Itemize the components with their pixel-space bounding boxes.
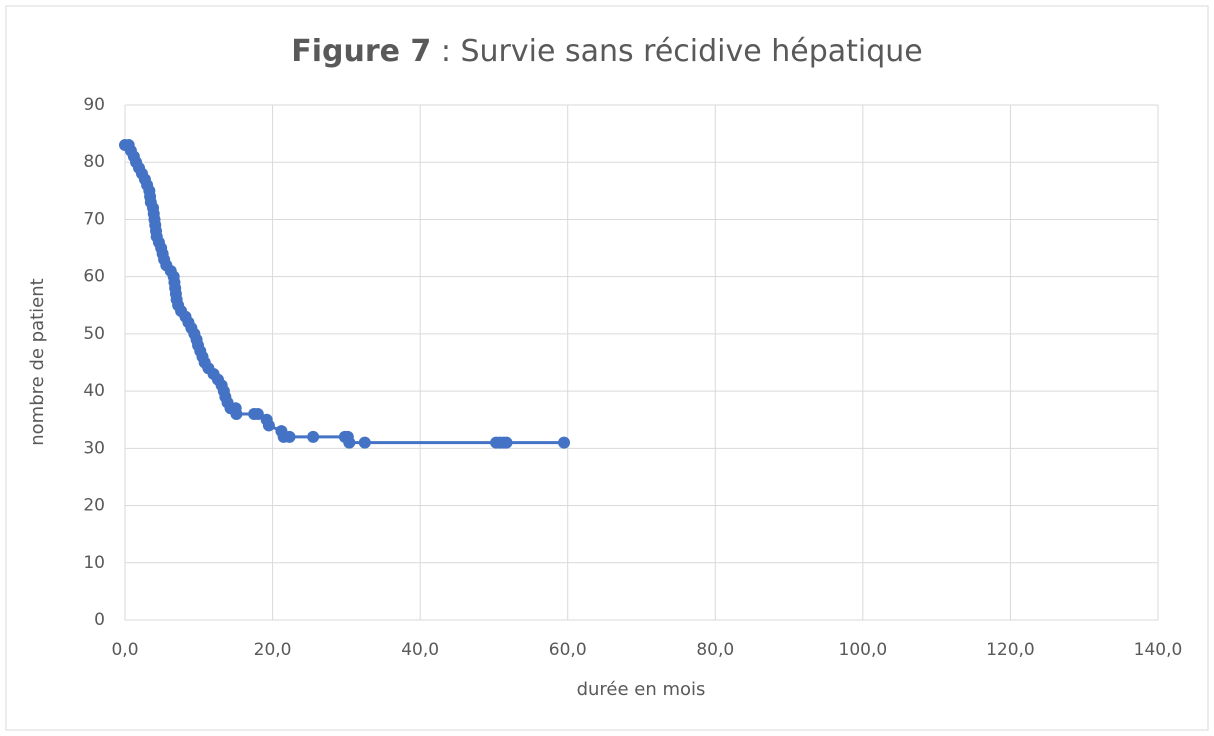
- x-tick-label: 0,0: [111, 640, 138, 660]
- x-tick-label: 140,0: [1134, 640, 1183, 660]
- data-point: [358, 436, 371, 449]
- y-tick-label: 10: [83, 553, 105, 573]
- data-point: [283, 430, 296, 443]
- x-tick-label: 40,0: [401, 640, 439, 660]
- y-tick-label: 80: [83, 152, 105, 172]
- x-tick-label: 20,0: [254, 640, 292, 660]
- y-tick-label: 30: [83, 438, 105, 458]
- data-point: [500, 436, 513, 449]
- y-tick-label: 0: [94, 610, 105, 630]
- y-tick-label: 90: [83, 95, 105, 115]
- x-tick-label: 80,0: [696, 640, 734, 660]
- y-tick-label: 60: [83, 267, 105, 287]
- y-tick-label: 50: [83, 324, 105, 344]
- data-point: [343, 436, 356, 449]
- chart-title: Figure 7 : Survie sans récidive hépatiqu…: [291, 34, 923, 69]
- x-axis-label: durée en mois: [577, 679, 706, 700]
- data-point: [262, 419, 275, 432]
- title-rest: : Survie sans récidive hépatique: [431, 34, 922, 69]
- x-tick-label: 120,0: [986, 640, 1035, 660]
- y-axis-label: nombre de patient: [27, 278, 48, 445]
- chart-frame: [5, 5, 1209, 731]
- x-tick-label: 60,0: [549, 640, 587, 660]
- data-point: [251, 408, 264, 420]
- y-tick-label: 40: [83, 381, 105, 401]
- data-point: [307, 430, 320, 443]
- data-point: [558, 436, 571, 449]
- title-bold: Figure 7: [291, 34, 431, 69]
- y-tick-label: 70: [83, 209, 105, 229]
- x-tick-label: 100,0: [839, 640, 888, 660]
- data-point: [230, 408, 243, 420]
- y-tick-label: 20: [83, 496, 105, 516]
